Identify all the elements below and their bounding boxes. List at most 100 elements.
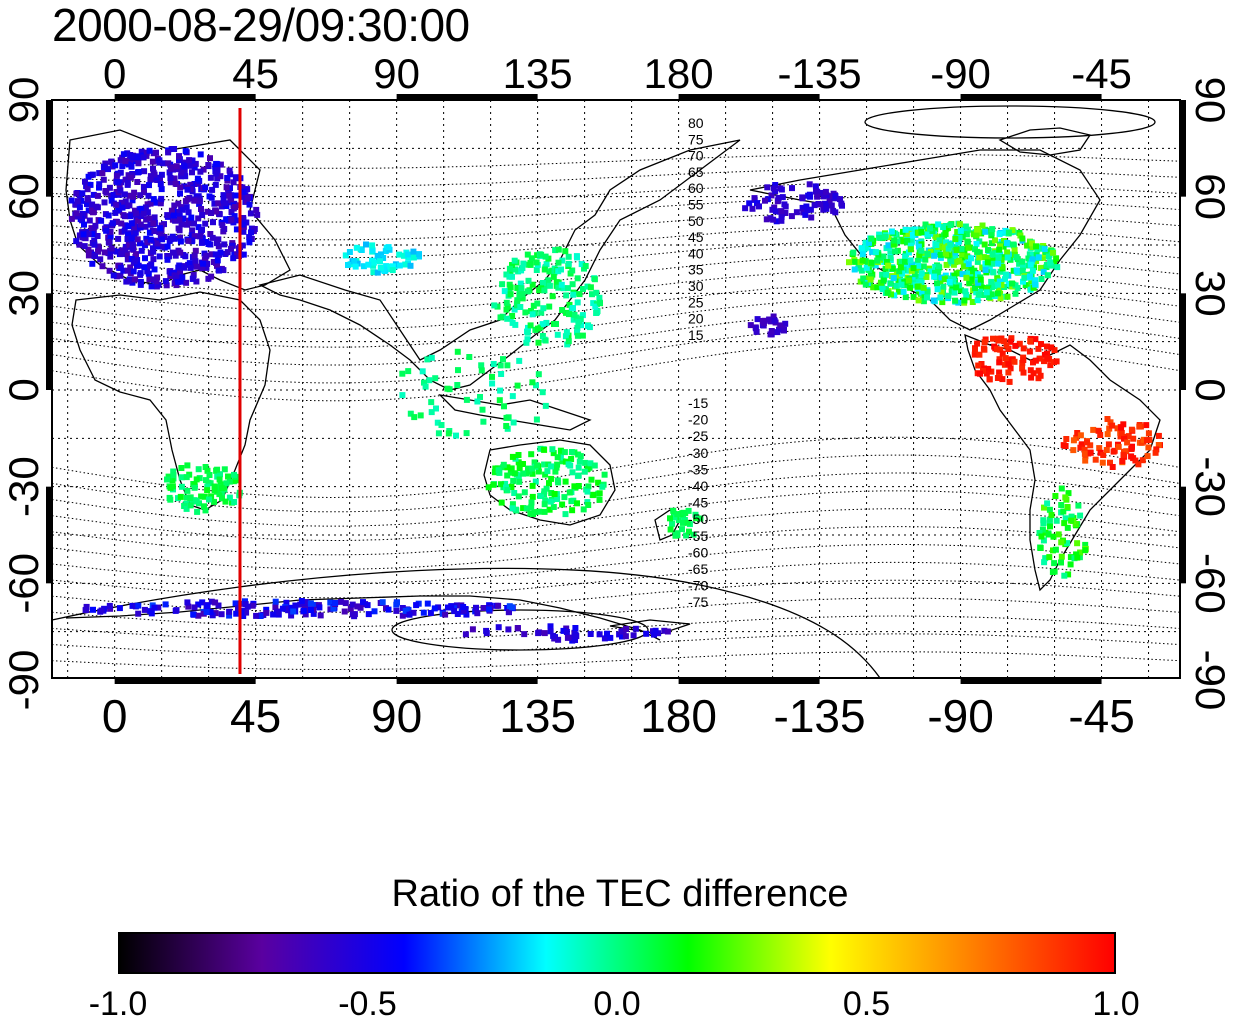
tec-data-point: [937, 294, 944, 301]
tec-data-point: [1104, 431, 1111, 438]
tec-data-point: [1001, 338, 1008, 345]
tec-data-point: [963, 231, 970, 238]
tec-data-point: [183, 474, 190, 481]
tec-data-point: [422, 383, 429, 390]
tec-data-point: [927, 268, 934, 275]
tec-data-point: [905, 249, 912, 256]
tec-data-point: [574, 332, 581, 339]
tec-data-point: [184, 462, 191, 469]
tec-data-point: [272, 598, 279, 605]
tec-data-point: [434, 419, 441, 426]
tec-data-point: [511, 306, 518, 313]
tec-data-point: [510, 477, 517, 484]
tec-data-point: [98, 607, 105, 614]
north-pole-contour: [864, 105, 1156, 139]
tec-data-point: [187, 186, 194, 193]
tec-data-point: [979, 264, 986, 271]
tec-data-point: [775, 195, 782, 201]
tec-data-point: [79, 217, 86, 224]
tec-data-point: [1058, 539, 1065, 546]
tec-data-point: [204, 467, 211, 474]
tec-data-point: [190, 275, 196, 282]
tec-data-point: [509, 313, 516, 319]
tec-data-point: [209, 612, 216, 619]
tec-data-point: [112, 162, 119, 169]
tec-data-point: [494, 303, 501, 310]
tec-data-point: [1048, 512, 1055, 518]
tec-data-point: [1060, 508, 1067, 515]
tec-data-point: [229, 242, 236, 249]
tec-data-point: [679, 519, 686, 526]
tec-data-point: [547, 628, 554, 635]
tec-data-point: [996, 286, 1002, 293]
tec-data-point: [118, 199, 125, 206]
tec-data-point: [157, 225, 164, 232]
tec-data-point: [542, 402, 549, 409]
tec-data-point: [974, 340, 981, 347]
tec-data-point: [451, 608, 458, 615]
tec-data-point: [184, 186, 191, 193]
tec-data-point: [570, 497, 577, 504]
tec-data-point: [1029, 244, 1036, 251]
magnetic-contour: [51, 325, 1181, 384]
tec-data-point: [909, 231, 916, 238]
tec-data-point: [170, 472, 177, 479]
tec-data-point: [533, 267, 540, 273]
tec-data-point: [534, 462, 541, 469]
tec-data-point: [1070, 437, 1077, 444]
tec-data-point: [574, 325, 581, 331]
tec-data-point: [782, 203, 789, 210]
tec-data-point: [551, 491, 558, 497]
tec-data-point: [1082, 547, 1089, 554]
tec-data-point: [1082, 541, 1089, 548]
tec-data-point: [179, 274, 186, 281]
tec-data-point: [134, 236, 141, 243]
tec-data-point: [310, 610, 317, 617]
tec-data-point: [546, 480, 552, 487]
tec-data-point: [858, 245, 865, 252]
tec-data-point: [143, 235, 150, 242]
tec-data-point: [546, 282, 553, 289]
tec-data-point: [909, 261, 916, 268]
tec-data-point: [524, 288, 531, 295]
tec-data-point: [564, 634, 571, 641]
tec-data-point: [778, 217, 785, 224]
tec-data-point: [677, 511, 684, 517]
tec-data-point: [235, 605, 241, 612]
tec-data-point: [990, 335, 996, 342]
tec-data-point: [1048, 344, 1055, 351]
tec-data-point: [515, 473, 522, 480]
tec-data-point: [84, 186, 91, 193]
tec-data-point: [1117, 433, 1124, 440]
tec-data-point: [991, 293, 998, 299]
tec-data-point: [933, 247, 940, 254]
tec-data-point: [541, 446, 548, 453]
tec-data-point: [986, 376, 993, 383]
tec-data-point: [1135, 461, 1142, 468]
tec-data-point: [557, 447, 564, 454]
tec-data-point: [1120, 421, 1127, 428]
tec-data-point: [1109, 422, 1116, 429]
tec-data-point: [92, 222, 99, 229]
tec-data-point: [1074, 430, 1081, 436]
tec-data-point: [204, 602, 211, 609]
tec-data-point: [959, 251, 966, 258]
tec-data-point: [503, 306, 510, 313]
tec-data-point: [511, 490, 518, 496]
tec-data-point: [154, 240, 161, 247]
tec-data-point: [1074, 540, 1081, 547]
tec-data-point: [166, 169, 173, 176]
tec-data-point: [300, 607, 307, 614]
tec-data-point: [211, 483, 218, 490]
tec-data-point: [83, 606, 90, 613]
tec-data-point: [524, 251, 531, 258]
tec-data-point: [1139, 457, 1146, 464]
tec-data-point: [846, 259, 852, 266]
tec-data-point: [486, 606, 493, 613]
tec-data-point: [897, 264, 904, 271]
tec-data-point: [115, 179, 122, 186]
contour-label: -45: [688, 495, 708, 511]
tec-data-point: [1020, 357, 1027, 363]
tec-data-point: [850, 249, 857, 256]
tec-data-point: [199, 599, 206, 606]
